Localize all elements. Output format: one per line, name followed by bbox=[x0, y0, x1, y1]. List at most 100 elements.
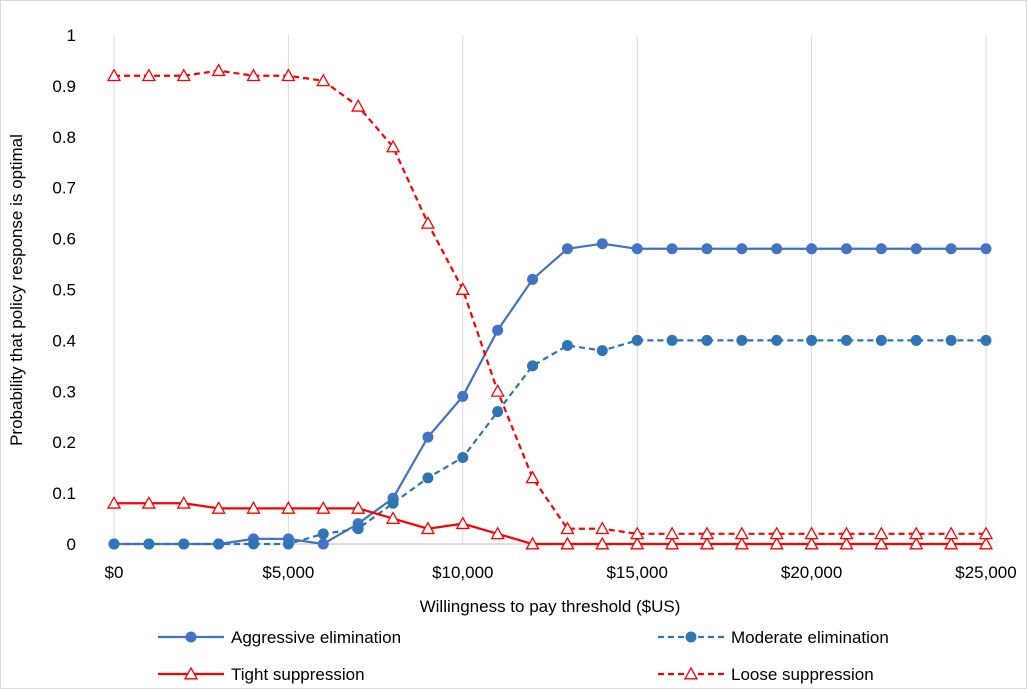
legend-label: Loose suppression bbox=[731, 665, 874, 684]
y-tick-label: 0.4 bbox=[52, 331, 76, 350]
data-point bbox=[385, 139, 401, 153]
data-point bbox=[839, 526, 854, 540]
legend-swatch-marker bbox=[183, 666, 199, 680]
y-tick-label: 0.7 bbox=[52, 179, 76, 198]
data-point bbox=[106, 68, 122, 82]
data-point bbox=[492, 406, 504, 418]
data-point bbox=[875, 243, 887, 255]
data-point bbox=[527, 273, 539, 285]
data-point bbox=[944, 536, 959, 550]
series-line bbox=[114, 69, 986, 535]
series-line bbox=[114, 502, 986, 546]
y-tick-label: 0 bbox=[67, 535, 76, 554]
data-point bbox=[106, 495, 122, 509]
data-point bbox=[806, 334, 818, 346]
data-point bbox=[176, 495, 191, 509]
legend-swatch-marker bbox=[185, 631, 197, 643]
data-point bbox=[630, 536, 645, 550]
data-point bbox=[980, 334, 992, 346]
data-point bbox=[281, 501, 296, 514]
series-moderate-elimination bbox=[108, 334, 992, 550]
data-point bbox=[909, 526, 924, 540]
data-point bbox=[944, 526, 959, 540]
data-point bbox=[351, 501, 366, 514]
legend: Aggressive elimination Moderate eliminati… bbox=[158, 628, 889, 684]
data-point bbox=[317, 528, 329, 540]
legend-label: Moderate elimination bbox=[731, 628, 889, 647]
data-point bbox=[596, 238, 608, 250]
data-point bbox=[736, 334, 748, 346]
data-point bbox=[945, 334, 957, 346]
data-point bbox=[699, 526, 715, 540]
series-line bbox=[114, 339, 986, 546]
data-point bbox=[176, 68, 191, 82]
data-point bbox=[978, 526, 994, 540]
data-point bbox=[945, 243, 957, 255]
y-tick-label: 1 bbox=[67, 26, 76, 45]
data-point bbox=[422, 431, 434, 443]
data-point bbox=[211, 501, 226, 514]
data-point bbox=[596, 345, 608, 357]
y-tick-label: 0.3 bbox=[52, 382, 76, 401]
data-point bbox=[178, 538, 190, 550]
y-tick-label: 0.5 bbox=[52, 281, 76, 300]
data-point bbox=[734, 536, 749, 550]
data-point bbox=[420, 215, 436, 229]
series-loose-suppression bbox=[106, 63, 994, 540]
y-tick-label: 0.6 bbox=[52, 230, 76, 249]
data-point bbox=[213, 538, 225, 550]
data-point bbox=[455, 282, 470, 295]
series-layer bbox=[106, 63, 994, 550]
data-point bbox=[316, 73, 331, 87]
legend-label: Aggressive elimination bbox=[231, 628, 401, 647]
data-point bbox=[631, 334, 643, 346]
data-point bbox=[804, 526, 819, 540]
data-point bbox=[525, 536, 540, 550]
data-point bbox=[734, 526, 749, 540]
data-point bbox=[492, 324, 504, 336]
data-point bbox=[561, 243, 573, 255]
gridlines bbox=[287, 35, 987, 544]
data-point bbox=[525, 470, 540, 484]
y-tick-label: 0.1 bbox=[52, 484, 76, 503]
data-point bbox=[420, 521, 436, 535]
data-point bbox=[141, 68, 156, 82]
data-point bbox=[666, 334, 678, 346]
data-point bbox=[248, 538, 260, 550]
data-point bbox=[769, 526, 784, 540]
legend-item: Loose suppression bbox=[658, 665, 874, 684]
data-point bbox=[490, 383, 505, 397]
y-tick-label: 0.8 bbox=[52, 128, 76, 147]
data-point bbox=[560, 536, 575, 550]
data-point bbox=[560, 521, 575, 535]
data-point bbox=[699, 536, 715, 550]
data-point bbox=[385, 511, 401, 524]
data-point bbox=[246, 68, 261, 82]
data-point bbox=[769, 536, 784, 550]
y-tick-label: 0.9 bbox=[52, 77, 76, 96]
data-point bbox=[457, 451, 469, 463]
data-point bbox=[980, 243, 992, 255]
data-point bbox=[804, 536, 819, 550]
data-point bbox=[630, 526, 645, 540]
data-point bbox=[108, 538, 120, 550]
x-tick-label: $0 bbox=[105, 563, 124, 582]
series-tight-suppression bbox=[106, 495, 994, 550]
data-point bbox=[910, 243, 922, 255]
data-point bbox=[701, 334, 713, 346]
data-point bbox=[457, 390, 469, 402]
data-point bbox=[352, 523, 364, 535]
data-point bbox=[666, 243, 678, 255]
data-point bbox=[771, 334, 783, 346]
data-point bbox=[631, 243, 643, 255]
data-point bbox=[141, 495, 156, 509]
x-tick-label: $20,000 bbox=[781, 563, 842, 582]
data-point bbox=[281, 68, 296, 82]
legend-item: Aggressive elimination bbox=[158, 628, 401, 647]
data-point bbox=[874, 526, 889, 540]
series-aggressive-elimination bbox=[108, 238, 992, 550]
data-point bbox=[771, 243, 783, 255]
x-tick-labels: $0 $5,000 $10,000 $15,000 $20,000 $25,000 bbox=[105, 563, 1017, 582]
